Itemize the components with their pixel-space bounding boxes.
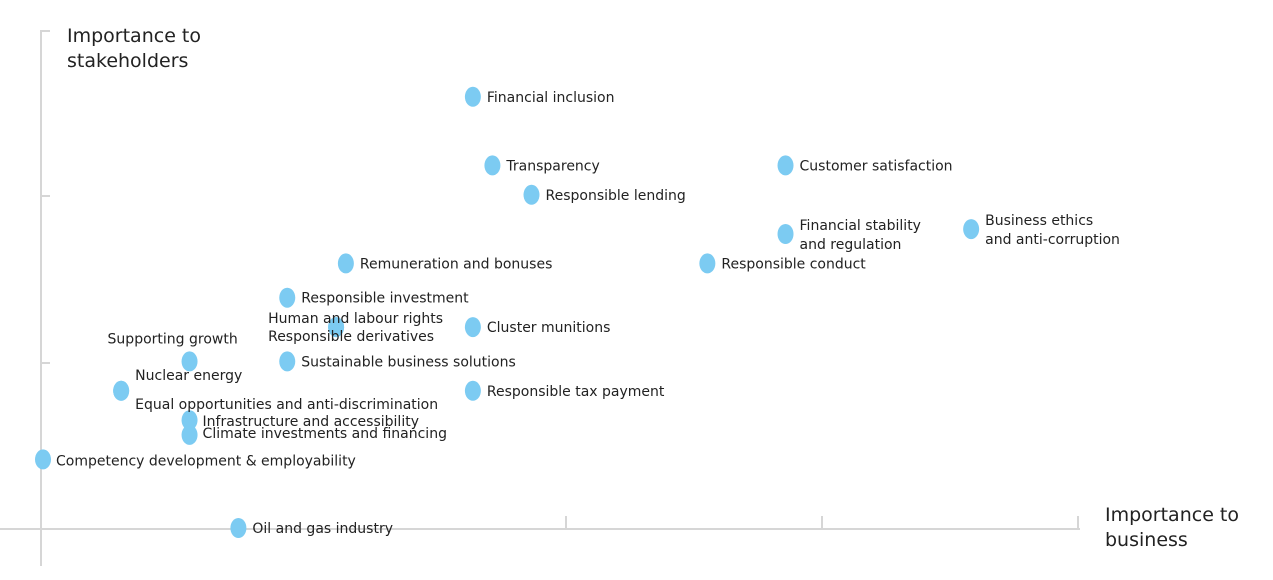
- point-label: Sustainable business solutions: [301, 354, 516, 370]
- point-label: Customer satisfaction: [800, 158, 953, 174]
- point-label: Transparency: [505, 158, 599, 174]
- point-label: Financial stability and regulation: [800, 218, 921, 253]
- data-point: [464, 317, 481, 338]
- y-axis-title: Importance to stakeholders: [67, 25, 201, 72]
- axes: [0, 30, 1080, 566]
- data-point: [279, 351, 296, 372]
- point-label: Responsible tax payment: [487, 384, 665, 400]
- data-point: [777, 155, 794, 176]
- point-label: Responsible investment: [301, 291, 469, 307]
- data-point: [484, 155, 501, 176]
- point-label: Financial inclusion: [487, 90, 615, 106]
- data-point: [328, 317, 345, 338]
- data-point: [230, 518, 247, 538]
- data-point: [963, 219, 980, 240]
- data-point: [181, 410, 198, 431]
- point-label: Oil and gas industry: [252, 521, 393, 537]
- data-point: [464, 380, 481, 401]
- point-label: Supporting growth: [108, 331, 238, 347]
- data-point: [35, 449, 51, 470]
- data-point: [699, 253, 716, 274]
- point-label: Competency development & employability: [56, 453, 356, 469]
- point-label: Remuneration and bonuses: [360, 256, 553, 272]
- x-axis-title: Importance to business: [1105, 504, 1239, 551]
- data-point: [523, 184, 540, 205]
- point-label: Nuclear energy: [135, 368, 242, 384]
- point-label: Infrastructure and accessibility: [203, 414, 419, 430]
- data-point: [181, 351, 198, 372]
- point-label: Business ethics and anti-corruption: [985, 213, 1120, 248]
- point-label: Human and labour rights: [268, 311, 443, 327]
- point-label: Responsible derivatives: [268, 329, 434, 345]
- data-points: [35, 86, 980, 538]
- point-label: Responsible conduct: [721, 256, 866, 272]
- data-point: [113, 380, 130, 401]
- data-point: [181, 424, 198, 445]
- point-label: Equal opportunities and anti-discriminat…: [135, 397, 438, 413]
- data-point: [279, 287, 296, 308]
- data-point: [777, 224, 794, 244]
- point-label: Responsible lending: [546, 188, 686, 204]
- data-point: [337, 253, 354, 274]
- point-label: Cluster munitions: [487, 320, 611, 336]
- point-labels: Financial inclusion Transparency Customer …: [56, 90, 1120, 537]
- point-label: Climate investments and financing: [203, 426, 447, 442]
- data-point: [464, 86, 481, 107]
